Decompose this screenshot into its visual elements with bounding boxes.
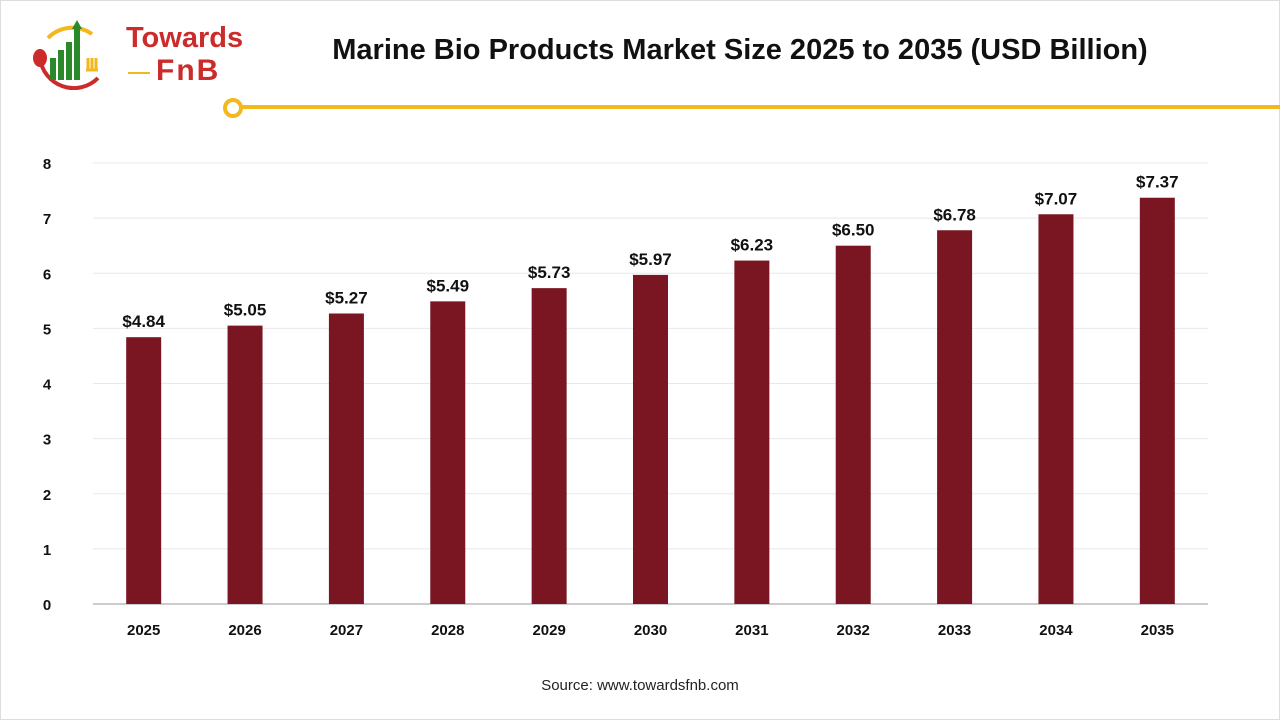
x-tick-label: 2025: [127, 622, 160, 639]
x-tick-label: 2027: [330, 622, 363, 639]
x-tick-label: 2032: [837, 622, 870, 639]
y-tick-label: 3: [43, 432, 51, 449]
x-tick-label: 2028: [431, 622, 464, 639]
x-tick-label: 2031: [735, 622, 768, 639]
y-tick-label: 6: [43, 266, 51, 283]
title-underline-dot: [223, 98, 243, 118]
y-tick-label: 5: [43, 321, 51, 338]
x-tick-label: 2034: [1039, 622, 1073, 639]
bar: [531, 288, 567, 604]
data-label: $5.73: [528, 263, 571, 282]
y-tick-label: 1: [43, 542, 51, 559]
y-tick-label: 7: [43, 211, 51, 228]
y-tick-label: 8: [43, 156, 51, 173]
source-note: Source: www.towardsfnb.com: [541, 677, 739, 694]
data-label: $6.50: [832, 221, 875, 240]
logo-rule-left: [128, 72, 150, 74]
bar: [430, 301, 466, 604]
y-tick-label: 2: [43, 487, 51, 504]
bar: [734, 260, 770, 604]
data-label: $5.05: [224, 301, 267, 320]
logo-subtext: FnB: [156, 54, 221, 87]
x-tick-label: 2035: [1141, 622, 1174, 639]
bar: [1139, 197, 1175, 604]
bar: [835, 245, 871, 604]
data-label: $5.97: [629, 250, 672, 269]
x-tick-label: 2029: [532, 622, 565, 639]
x-tick-label: 2030: [634, 622, 667, 639]
bar: [633, 274, 668, 604]
y-tick-label: 0: [43, 597, 51, 614]
bar: [126, 337, 162, 604]
x-tick-label: 2026: [228, 622, 261, 639]
y-tick-label: 4: [43, 377, 52, 394]
data-label: $4.84: [122, 312, 165, 331]
data-label: $6.23: [731, 236, 774, 255]
logo-icon: [33, 20, 100, 91]
bar: [328, 313, 364, 604]
data-label: $5.49: [426, 276, 469, 295]
data-label: $5.27: [325, 288, 368, 307]
title-underline: [240, 105, 1280, 109]
x-tick-label: 2033: [938, 622, 971, 639]
data-label: $7.07: [1035, 189, 1078, 208]
bar: [227, 325, 263, 604]
logo: Towards FnB: [28, 20, 243, 91]
data-label: $6.78: [933, 205, 976, 224]
data-label: $7.37: [1136, 173, 1179, 192]
bar: [937, 230, 973, 604]
bar: [1038, 214, 1074, 605]
logo-text: Towards: [126, 22, 244, 54]
chart-title: Marine Bio Products Market Size 2025 to …: [332, 34, 1148, 66]
